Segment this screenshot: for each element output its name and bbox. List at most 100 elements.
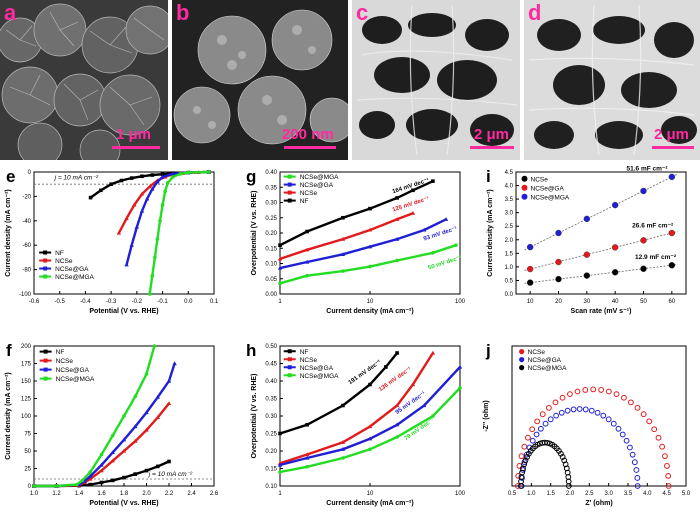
series-NF-point [278,243,282,247]
legend-marker-NCSe@GA [43,367,48,372]
series-NCSe-point [132,202,137,207]
series-NF-point [110,478,115,483]
x-tick-label: -0.2 [132,299,143,305]
y-tick-label: -80 [22,268,31,274]
series-NCSe@GA-point [172,361,177,366]
point-NCSe@GA [668,229,676,237]
panel-letter-h: h [246,341,256,360]
x-tick-label: -0.3 [106,299,117,305]
x-tick-label: -0.6 [29,299,40,305]
series-NCSe-point [394,403,400,408]
series-NCSe@GA-point [160,174,165,179]
series-NCSe@MGA-point [431,414,435,418]
x-tick-label: 3.0 [604,491,613,497]
nyquist-point-NCSe [664,463,670,469]
y-tick-label: 0.40 [265,379,277,385]
legend-label-NCSe@GA: NCSe@GA [300,182,334,189]
point-NCSe [526,279,534,286]
x-tick-label: 40 [612,299,619,305]
nyquist-point-NCSe@GA [629,451,636,458]
point-NCSe [611,269,619,276]
series-NCSe@MGA-point [144,372,149,376]
x-axis-label: Potential (V vs. RHE) [89,308,158,315]
chart-g-svg: g 1 10 100 0.00 0.05 0.10 0.15 0.20 0.25 0.30 0.35 0… [246,167,466,315]
legend-label-NCSe@GA: NCSe@GA [531,185,565,192]
series-NF-point [144,468,149,473]
series-NF-point [384,365,388,369]
series-NCSe@MGA-point [186,170,191,175]
x-tick-label: 1.8 [120,491,129,497]
legend-label-NCSe: NCSe [528,349,546,356]
y-tick-label: 175 [21,362,32,368]
x-tick-label: 10 [367,491,374,497]
y-tick-label: 0.50 [265,344,277,350]
y-tick-label: 0.30 [265,201,277,207]
series-NCSe@MGA-point [80,478,85,483]
series-NCSe-point [367,424,373,429]
scale-bar-b [284,146,336,149]
series-NCSe@GA-point [421,227,427,232]
legend-marker-NCSe@MGA [43,274,48,279]
y-tick-label: 3.5 [505,197,514,203]
series-NCSe-point [410,382,416,387]
series-NCSe-point [304,452,310,457]
series-NF-point [368,382,372,387]
legend-marker-NCSe@MGA [287,373,292,378]
nyquist-point-NCSe [534,418,541,425]
x-tick-label: 1.2 [52,491,61,497]
x-tick-label: 1 [278,491,282,497]
legend-label-NCSe: NCSe [531,176,549,183]
series-NCSe@MGA-point [207,170,211,174]
series-NF-point [109,182,113,186]
series-NCSe@MGA-point [74,482,79,487]
scale-bar-d [652,146,694,149]
series-NCSe@MGA-point [341,269,345,273]
legend-marker-NCSe@MGA [287,174,292,179]
nyquist-point-NCSe [655,434,662,441]
panel-letter-e: e [6,167,15,186]
point-NCSe@MGA [640,187,647,195]
y-tick-label: -100 [19,292,32,298]
series-NCSe@MGA-point [158,219,162,223]
nyquist-point-NCSe@GA [633,467,640,473]
panel-letter-i: i [486,167,491,186]
point-NCSe@GA [555,258,562,266]
nyquist-point-NCSe@GA [610,420,617,427]
chart-e-svg: e -0.6 -0.5 -0.4 -0.3 -0.2 -0.1 0.0 0.1 0 -20 -40 -6… [5,167,219,315]
scale-label-c: 2 μm [474,126,510,143]
fit-line-NCSe@MGA [524,173,678,251]
series-NCSe@GA [279,218,447,270]
series-NCSe@GA-point [304,455,310,460]
nyquist-point-NCSe@MGA [522,457,529,464]
legend-marker-NCSe [287,357,292,362]
point-NCSe@MGA [611,201,619,209]
legend-label-NCSe@GA: NCSe@GA [55,266,89,273]
legend-marker-NCSe [43,258,48,263]
nyquist-point-NCSe [651,426,658,433]
legend-marker-NF [43,349,48,354]
nyquist-point-NCSe [646,418,653,425]
y-tick-label: -60 [22,243,31,249]
x-tick-label: 3.5 [624,491,633,497]
x-axis-label: Current density (mA cm⁻²) [326,500,413,507]
series-NCSe-point [147,184,152,189]
series-NCSe-point [144,427,149,432]
series-NCSe-point [166,401,172,405]
sem-texture-b [172,0,348,160]
y-tick-label: 125 [21,397,32,403]
chart-f: f 1.0 1.2 1.4 1.6 1.8 2.0 2.2 2.4 2.6 0 25 50 75 100 12… [0,340,232,517]
series-NCSe@GA-point [133,424,138,429]
legend-label-NCSe@GA: NCSe@GA [528,357,562,364]
annotation-j: j = 10 mA cm⁻² [54,174,99,181]
nyquist-point-NCSe [529,426,536,433]
panel-letter-b: b [176,0,190,25]
legend-marker-NCSe@MGA [43,376,48,381]
series-NF-point [160,172,165,176]
nyquist-point-NCSe@GA [547,416,554,423]
series-NF-point [305,229,309,234]
legend-label-NCSe@MGA: NCSe@MGA [56,376,95,383]
sem-image-a: a 1 μm [0,0,168,160]
sem-image-d: d 2 μm [524,0,700,160]
series-NCSe@MGA-point [178,172,183,176]
x-tick-label: -0.1 [157,299,168,305]
